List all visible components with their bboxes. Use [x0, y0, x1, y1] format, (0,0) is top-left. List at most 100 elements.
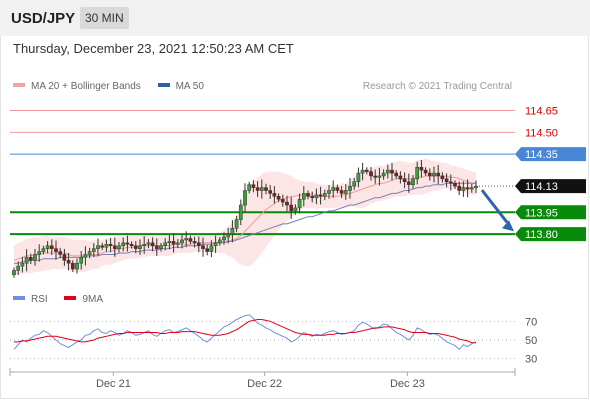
- candle: [251, 180, 256, 193]
- candle-body: [87, 251, 92, 255]
- time-label-dec-21: Dec 21: [96, 378, 131, 390]
- candle-body: [150, 242, 155, 246]
- candle: [394, 170, 399, 179]
- candle: [373, 169, 378, 184]
- candle-body: [423, 169, 428, 174]
- candle: [268, 184, 273, 199]
- candle-body: [314, 194, 319, 199]
- candle: [255, 181, 260, 197]
- candle: [159, 242, 163, 252]
- candle: [133, 241, 138, 254]
- time-label-dec-23: Dec 23: [390, 378, 425, 390]
- candle: [356, 167, 361, 188]
- candle-body: [133, 245, 138, 249]
- candle-body: [381, 172, 386, 177]
- legend-label-9ma: 9MA: [82, 294, 104, 305]
- candle: [230, 220, 235, 243]
- header-bar: USD/JPY 30 MIN: [0, 0, 590, 36]
- candle-body: [184, 238, 189, 241]
- candle: [293, 204, 298, 215]
- candle-body: [322, 193, 327, 197]
- symbol-title: USD/JPY: [11, 10, 76, 27]
- forecast-arrow-layer: [480, 189, 514, 232]
- candle-body: [49, 245, 54, 249]
- candle: [369, 166, 373, 181]
- candle-body: [20, 262, 25, 267]
- candle: [360, 162, 365, 181]
- candle-body: [293, 207, 298, 212]
- candle-body: [62, 254, 67, 261]
- rsi-tick-50: 50: [525, 335, 537, 347]
- candle-body: [394, 172, 399, 177]
- legend-item-rsi: RSI: [13, 294, 48, 305]
- candle: [87, 247, 92, 259]
- candle: [322, 189, 327, 201]
- candle: [205, 244, 210, 256]
- candle-body: [104, 244, 109, 248]
- candle-body: [234, 219, 239, 229]
- candle-body: [369, 171, 373, 177]
- candle-body: [474, 185, 478, 188]
- candle: [457, 181, 462, 196]
- candles-layer: [12, 159, 478, 278]
- bollinger-band-layer: [14, 158, 476, 275]
- candle-body: [318, 194, 323, 197]
- rsi-series-9ma: [14, 319, 476, 344]
- candle: [411, 175, 415, 189]
- candle-body: [238, 204, 243, 220]
- candle: [75, 258, 79, 274]
- candle: [474, 180, 478, 194]
- candle: [406, 173, 411, 193]
- timeframe-badge[interactable]: 30 MIN: [80, 7, 129, 29]
- candle: [339, 185, 344, 199]
- candle-body: [180, 239, 184, 244]
- candle: [184, 231, 189, 248]
- candle-body: [146, 242, 151, 245]
- candle-body: [91, 248, 96, 252]
- candle: [436, 164, 441, 185]
- candle-body: [415, 166, 420, 180]
- candle-body: [457, 185, 462, 191]
- level-lines-layer: [10, 110, 515, 236]
- candle: [54, 240, 58, 260]
- candle: [448, 174, 453, 191]
- candle-body: [79, 257, 84, 264]
- candle: [398, 171, 403, 184]
- legend-swatch-ma50: [157, 83, 170, 88]
- candle-body: [70, 262, 75, 270]
- candle-body: [390, 169, 394, 174]
- candle-body: [348, 185, 352, 191]
- time-label-dec-22: Dec 22: [247, 378, 282, 390]
- candle-body: [444, 178, 449, 183]
- candle: [33, 248, 37, 266]
- candle: [402, 172, 407, 189]
- candle-body: [419, 166, 424, 171]
- candle: [385, 164, 390, 179]
- candle: [419, 159, 424, 178]
- candle-body: [188, 238, 193, 242]
- candle: [238, 199, 243, 226]
- level-tag-113-95: [515, 205, 586, 220]
- candle-body: [196, 242, 201, 246]
- candle-body: [402, 178, 407, 183]
- candle: [432, 166, 436, 183]
- candle: [70, 260, 75, 272]
- candle: [226, 227, 231, 244]
- candle-body: [301, 193, 306, 200]
- legend-label-ma20: MA 20 + Bollinger Bands: [31, 81, 141, 92]
- candle-body: [406, 181, 411, 185]
- level-label-114-50: 114.50: [525, 127, 558, 139]
- candle: [306, 190, 310, 200]
- candle: [37, 244, 42, 262]
- legend-swatch-rsi: [13, 296, 25, 301]
- candle-body: [255, 187, 260, 191]
- candle: [301, 186, 306, 207]
- candle-body: [192, 241, 197, 244]
- candle: [440, 172, 445, 183]
- candle-body: [448, 181, 453, 184]
- candle-body: [175, 242, 180, 245]
- candle: [188, 235, 193, 245]
- candle-body: [125, 242, 130, 245]
- level-tag-113-80: [515, 227, 586, 242]
- candle: [377, 167, 382, 186]
